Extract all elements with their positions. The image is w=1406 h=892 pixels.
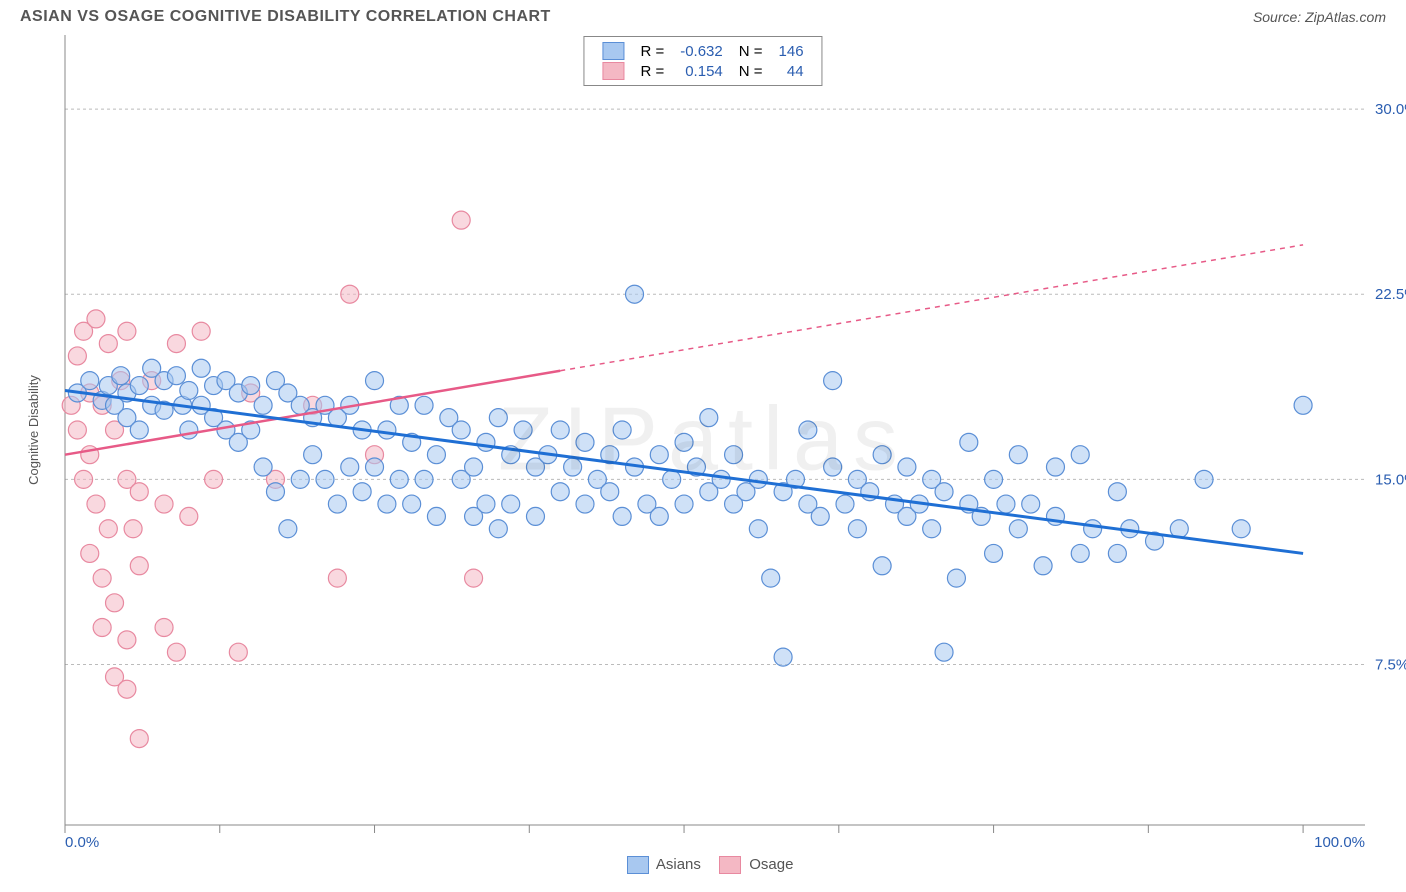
r-value-osage: 0.154 — [672, 61, 731, 81]
svg-text:15.0%: 15.0% — [1375, 471, 1406, 488]
legend-swatch-asians — [602, 42, 624, 60]
chart-title: ASIAN VS OSAGE COGNITIVE DISABILITY CORR… — [20, 8, 551, 26]
svg-text:30.0%: 30.0% — [1375, 101, 1406, 118]
legend-stats: R = -0.632 N = 146 R = 0.154 N = 44 — [583, 36, 822, 86]
svg-text:7.5%: 7.5% — [1375, 657, 1406, 674]
r-value-asians: -0.632 — [672, 41, 731, 61]
r-label: R = — [632, 61, 672, 81]
legend-bottom: Asians Osage — [0, 856, 1406, 874]
legend-label-asians: Asians — [656, 856, 701, 873]
r-label: R = — [632, 41, 672, 61]
n-value-asians: 146 — [771, 41, 812, 61]
scatter-chart: 7.5% 15.0% 22.5% 30.0% Cognitive Disability 0… — [20, 30, 1406, 850]
legend-swatch-asians-b — [627, 856, 649, 874]
legend-swatch-osage — [602, 62, 624, 80]
n-label: N = — [731, 41, 771, 61]
svg-text:Cognitive Disability: Cognitive Disability — [26, 375, 41, 485]
source-credit: Source: ZipAtlas.com — [1253, 9, 1386, 25]
svg-text:0.0%: 0.0% — [65, 834, 99, 850]
legend-label-osage: Osage — [749, 856, 793, 873]
chart-container: ZIPatlas 7.5%15.0%22.5%30.0%Cognitive Di… — [20, 30, 1386, 850]
legend-swatch-osage-b — [719, 856, 741, 874]
svg-text:22.5%: 22.5% — [1375, 286, 1406, 303]
n-value-osage: 44 — [771, 61, 812, 81]
n-label: N = — [731, 61, 771, 81]
svg-text:100.0%: 100.0% — [1314, 834, 1365, 850]
